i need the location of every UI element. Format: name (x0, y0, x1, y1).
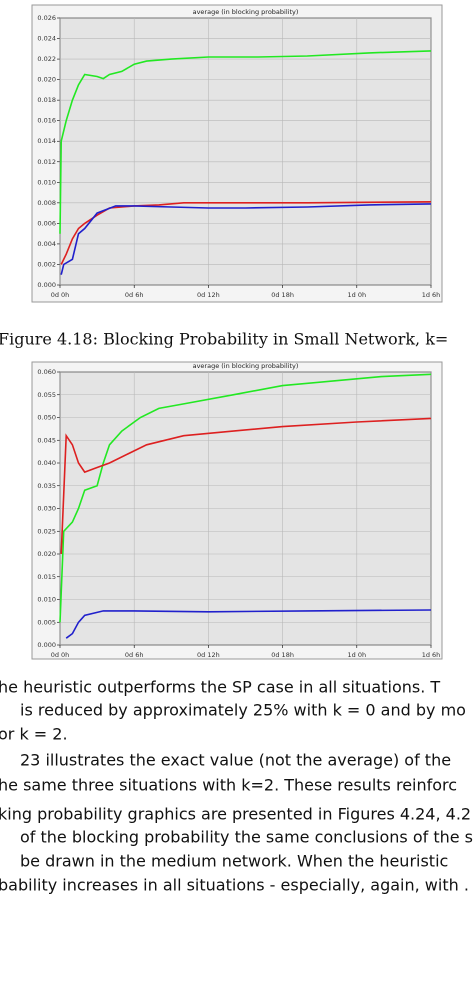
y-tick-label: 0.004 (37, 240, 56, 248)
x-tick-label: 0d 0h (51, 651, 70, 659)
y-tick-label: 0.000 (37, 281, 56, 289)
text-line: he heuristic outperforms the SP case in … (0, 678, 440, 697)
y-tick-label: 0.050 (37, 414, 56, 422)
y-tick-label: 0.035 (37, 482, 56, 490)
y-tick-label: 0.026 (37, 14, 56, 22)
y-tick-label: 0.000 (37, 641, 56, 649)
x-tick-label: 0d 0h (51, 291, 70, 299)
y-tick-label: 0.010 (37, 178, 56, 186)
text-line: be drawn in the medium network. When the… (20, 852, 448, 871)
x-tick-label: 1d 0h (348, 291, 367, 299)
y-tick-label: 0.055 (37, 391, 56, 399)
y-tick-label: 0.060 (37, 368, 56, 376)
x-tick-label: 0d 12h (197, 651, 220, 659)
text-line: is reduced by approximately 25% with k =… (20, 701, 466, 720)
y-tick-label: 0.045 (37, 436, 56, 444)
x-tick-label: 0d 6h (125, 651, 144, 659)
text-line: bability increases in all situations - e… (0, 876, 469, 895)
y-tick-label: 0.020 (37, 550, 56, 558)
x-tick-label: 0d 18h (271, 651, 294, 659)
series-line (60, 203, 432, 275)
series-line (59, 50, 432, 234)
text-line: or k = 2. (0, 725, 68, 744)
x-tick-label: 0d 12h (197, 291, 220, 299)
x-tick-label: 0d 6h (125, 291, 144, 299)
y-tick-label: 0.015 (37, 573, 56, 581)
y-tick-label: 0.008 (37, 199, 56, 207)
y-tick-label: 0.010 (37, 596, 56, 604)
series-line (59, 373, 432, 623)
series-line (60, 201, 432, 265)
y-tick-label: 0.025 (37, 527, 56, 535)
chart-title: average (in blocking probability) (193, 362, 299, 370)
y-tick-label: 0.040 (37, 459, 56, 467)
chart-title: average (in blocking probability) (193, 8, 299, 16)
x-tick-label: 1d 6h (422, 291, 441, 299)
y-tick-label: 0.018 (37, 96, 56, 104)
series-line (65, 609, 432, 639)
x-tick-label: 1d 0h (348, 651, 367, 659)
y-tick-label: 0.022 (37, 55, 56, 63)
y-tick-label: 0.005 (37, 618, 56, 626)
text-line: king probability graphics are presented … (0, 805, 471, 824)
y-tick-label: 0.012 (37, 158, 56, 166)
x-tick-label: 0d 18h (271, 291, 294, 299)
figure-caption: Figure 4.18: Blocking Probability in Sma… (0, 330, 448, 349)
y-tick-label: 0.024 (37, 35, 56, 43)
x-tick-label: 1d 6h (422, 651, 441, 659)
y-tick-label: 0.016 (37, 117, 56, 125)
y-tick-label: 0.006 (37, 219, 56, 227)
text-line: 23 illustrates the exact value (not the … (20, 751, 451, 770)
plot-area (59, 17, 432, 286)
text-line: of the blocking probability the same con… (20, 828, 473, 847)
y-tick-label: 0.030 (37, 505, 56, 513)
series-line (60, 417, 432, 555)
y-tick-label: 0.002 (37, 260, 56, 268)
text-line: he same three situations with k=2. These… (0, 776, 457, 795)
y-tick-label: 0.014 (37, 137, 56, 145)
y-tick-label: 0.020 (37, 76, 56, 84)
